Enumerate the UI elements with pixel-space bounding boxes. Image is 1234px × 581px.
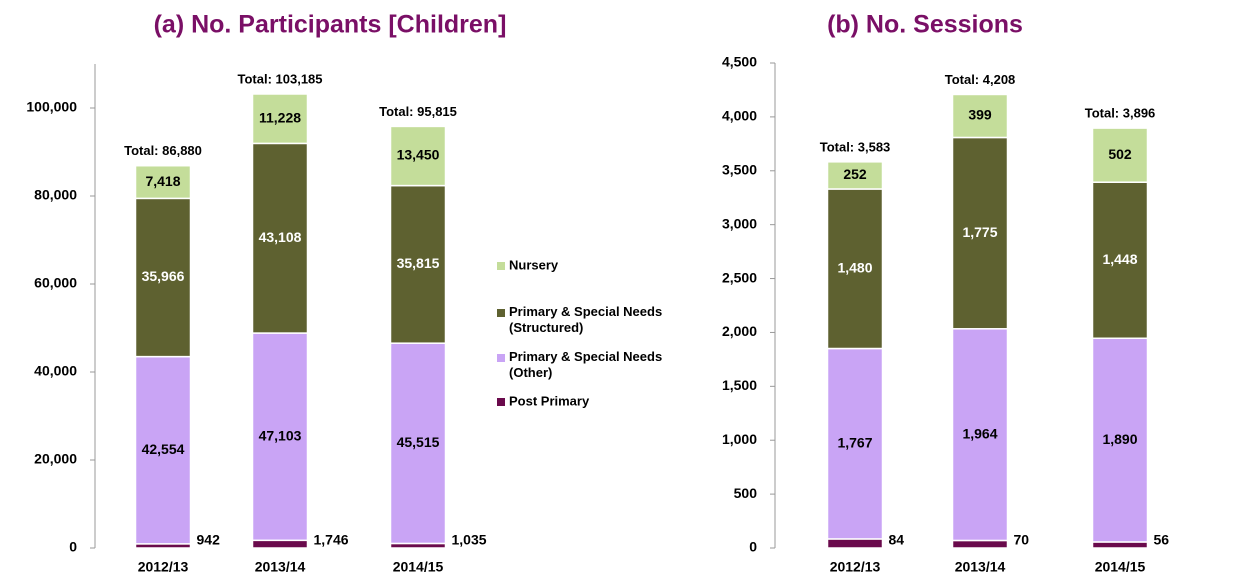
x-tick-label: 2013/14: [955, 559, 1006, 575]
bar-segment: [951, 539, 1009, 549]
bar-segment: [251, 142, 309, 334]
total-label: Total: 3,583: [820, 139, 891, 154]
data-label: 11,228: [259, 109, 301, 125]
data-label: 1,767: [837, 434, 872, 450]
data-label: 42,554: [142, 441, 185, 457]
y-tick-label: 4,500: [722, 54, 757, 70]
y-tick-label: 100,000: [26, 99, 77, 115]
total-label: Total: 3,896: [1085, 106, 1156, 121]
y-tick-label: 2,500: [722, 269, 757, 285]
data-label: 45,515: [397, 434, 440, 450]
bar-segment: [826, 188, 884, 350]
bar-segment: [251, 93, 309, 145]
y-tick-label: 1,000: [722, 431, 757, 447]
total-label: Total: 95,815: [379, 104, 457, 119]
bar-segment: [951, 136, 1009, 330]
bar-segment: [389, 184, 447, 344]
bar-segment: [1091, 337, 1149, 543]
legend-label: Primary & Special Needs (Other): [509, 349, 662, 380]
y-tick-label: 3,500: [722, 161, 757, 177]
y-tick-label: 2,000: [722, 323, 757, 339]
y-tick-label: 500: [734, 485, 758, 501]
bar-segment: [826, 538, 884, 549]
bar-segment: [1091, 541, 1149, 549]
bar-segment: [251, 539, 309, 549]
data-label: 84: [889, 532, 905, 548]
data-label: 1,890: [1102, 431, 1137, 447]
data-label: 1,035: [452, 532, 487, 548]
bar-segment: [951, 93, 1009, 139]
legend-swatch: [497, 309, 505, 317]
data-label: 35,966: [142, 268, 185, 284]
legend-label: Post Primary: [509, 393, 590, 408]
x-tick-label: 2012/13: [830, 559, 881, 575]
bar-segment: [251, 332, 309, 542]
data-label: 35,815: [397, 255, 440, 271]
data-label: 70: [1014, 532, 1030, 548]
bar-segment: [1091, 181, 1149, 340]
y-tick-label: 1,500: [722, 377, 757, 393]
chart-title: (a) No. Participants [Children]: [154, 11, 507, 39]
y-tick-label: 0: [69, 539, 77, 555]
data-label: 43,108: [259, 229, 302, 245]
legend-swatch: [497, 262, 505, 270]
bar-segment: [826, 161, 884, 190]
bar-segment: [389, 342, 447, 545]
y-tick-label: 60,000: [34, 275, 77, 291]
y-tick-label: 80,000: [34, 187, 77, 203]
total-label: Total: 4,208: [945, 72, 1016, 87]
chart-title: (b) No. Sessions: [827, 11, 1023, 39]
total-label: Total: 86,880: [124, 143, 202, 158]
legend-swatch: [497, 354, 505, 362]
y-tick-label: 20,000: [34, 451, 77, 467]
bar-segment: [134, 164, 192, 200]
bar-segment: [134, 197, 192, 358]
legend-label: Primary & Special Needs (Structured): [509, 304, 662, 335]
x-tick-label: 2014/15: [1095, 559, 1146, 575]
data-label: 252: [843, 166, 867, 182]
data-label: 7,418: [145, 173, 180, 189]
x-tick-label: 2012/13: [138, 559, 189, 575]
data-label: 1,448: [1102, 251, 1137, 267]
data-label: 1,964: [962, 425, 997, 441]
y-tick-label: 0: [749, 539, 757, 555]
y-tick-label: 4,000: [722, 108, 757, 124]
data-label: 1,775: [962, 224, 997, 240]
y-tick-label: 40,000: [34, 363, 77, 379]
bar-segment: [951, 328, 1009, 542]
y-tick-label: 3,000: [722, 215, 757, 231]
data-label: 47,103: [259, 427, 302, 443]
bar-segment: [1091, 127, 1149, 183]
data-label: 1,480: [837, 259, 872, 275]
x-tick-label: 2014/15: [393, 559, 444, 575]
data-label: 502: [1108, 146, 1132, 162]
bar-segment: [389, 125, 447, 187]
data-label: 56: [1154, 532, 1170, 548]
data-label: 942: [197, 532, 221, 548]
data-label: 399: [968, 107, 992, 123]
data-label: 13,450: [397, 147, 440, 163]
legend-swatch: [497, 398, 505, 406]
total-label: Total: 103,185: [237, 71, 322, 86]
data-label: 1,746: [314, 532, 349, 548]
legend-label: Nursery: [509, 257, 559, 272]
x-tick-label: 2013/14: [255, 559, 306, 575]
